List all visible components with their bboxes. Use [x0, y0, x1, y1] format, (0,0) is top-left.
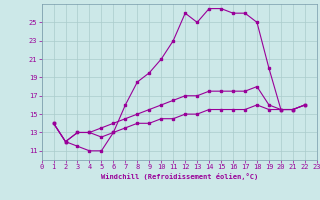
X-axis label: Windchill (Refroidissement éolien,°C): Windchill (Refroidissement éolien,°C): [100, 173, 258, 180]
